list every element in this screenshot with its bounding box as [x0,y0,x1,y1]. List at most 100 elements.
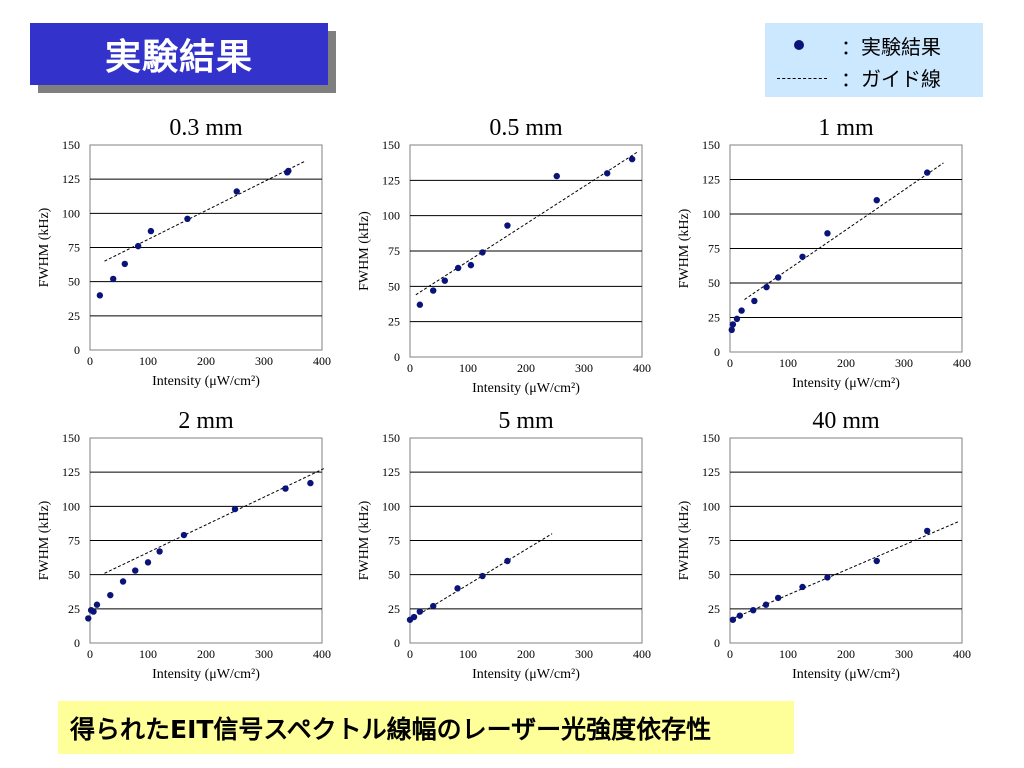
x-tick-label: 0 [407,647,413,661]
y-tick-label: 100 [702,207,720,221]
y-tick-label: 125 [382,465,400,479]
y-axis-label: FWHM (kHz) [357,211,372,291]
y-tick-label: 125 [62,172,80,186]
data-point [873,197,880,204]
x-tick-label: 300 [575,361,593,375]
data-point [144,559,152,566]
y-tick-label: 150 [702,138,720,152]
x-tick-label: 100 [459,361,477,375]
data-point [416,608,424,615]
data-point [553,172,560,180]
data-point [416,301,424,308]
x-axis-label: Intensity (μW/cm²) [792,667,900,682]
data-point [924,169,931,176]
y-tick-label: 50 [388,279,400,293]
chart-panel-6: 0 25 50 75 100 125 150 0 100 200 300 400 40 mm Intens… [677,408,971,682]
y-tick-label: 100 [382,499,400,513]
y-tick-label: 75 [68,534,80,548]
y-tick-label: 100 [62,499,80,513]
y-tick-label: 0 [394,636,400,650]
x-axis-label: Intensity (μW/cm²) [152,374,260,389]
caption: 得られたEIT信号スペクトル線幅のレーザー光強度依存性 [70,714,712,744]
y-tick-label: 50 [68,275,80,289]
y-tick-label: 50 [708,568,720,582]
x-tick-label: 400 [953,356,971,370]
data-point [121,260,128,268]
page-title-box: 実験結果 [30,23,328,85]
data-point [156,548,163,555]
y-tick-label: 50 [388,568,400,582]
x-tick-label: 0 [727,647,733,661]
data-point [441,277,448,284]
y-axis-label: FWHM (kHz) [37,207,52,287]
x-tick-label: 200 [197,647,215,661]
chart-panel-1: 0 25 50 75 100 125 150 0 100 200 300 400 0.3 mm Inten… [37,115,331,389]
x-tick-label: 100 [779,356,797,370]
data-point [467,261,475,269]
data-point [430,287,437,294]
y-tick-label: 0 [394,350,400,364]
data-point [479,572,486,580]
x-tick-label: 400 [633,361,651,375]
data-point [454,585,461,592]
x-tick-label: 300 [255,354,273,368]
data-point [454,264,462,272]
data-point [231,505,239,513]
y-tick-label: 150 [382,431,400,445]
data-point [96,292,104,299]
x-axis-label: Intensity (μW/cm²) [152,667,260,682]
chart-title: 0.5 mm [489,115,563,141]
y-tick-label: 0 [714,345,720,359]
y-tick-label: 0 [74,343,80,357]
y-tick-label: 0 [714,636,720,650]
x-tick-label: 200 [517,647,535,661]
chart-title: 1 mm [818,115,874,141]
data-point [282,485,289,492]
y-tick-label: 25 [708,602,720,616]
data-point [479,249,486,256]
chart-panel-4: 0 25 50 75 100 125 150 0 100 200 300 400 2 mm Intensi… [37,408,331,682]
data-point [751,297,758,305]
legend-points-label: ：実験結果 [841,35,941,59]
x-tick-label: 200 [837,647,855,661]
x-tick-label: 300 [895,356,913,370]
data-point [733,315,741,323]
x-tick-label: 0 [87,354,93,368]
y-tick-label: 75 [708,534,720,548]
data-point [180,531,188,539]
data-point [736,612,744,619]
chart-panel-3: 0 25 50 75 100 125 150 0 100 200 300 400 1 mm Intensi… [677,115,971,391]
y-axis-label: FWHM (kHz) [37,500,52,580]
y-axis-label: FWHM (kHz) [677,208,692,288]
y-tick-label: 50 [68,568,80,582]
legend: ：実験結果 ：ガイド線 [765,23,983,97]
y-tick-label: 125 [702,173,720,187]
x-tick-label: 200 [517,361,535,375]
data-point [799,253,806,260]
data-point [799,583,806,591]
data-point [134,242,142,250]
y-tick-label: 100 [382,209,400,223]
y-tick-label: 75 [388,244,400,258]
chart-title: 5 mm [498,408,554,434]
data-point [233,188,240,195]
data-point [924,527,931,535]
y-tick-label: 125 [702,465,720,479]
guide-line [744,162,944,300]
y-axis-label: FWHM (kHz) [357,500,372,580]
data-point [824,574,831,581]
legend-row-guide: ：ガイド線 [765,61,983,91]
x-tick-label: 0 [87,647,93,661]
y-tick-label: 75 [708,242,720,256]
data-point [132,567,139,574]
data-point [738,307,745,314]
y-tick-label: 100 [62,206,80,220]
x-tick-label: 200 [837,356,855,370]
guide-line [104,160,305,262]
chart-panel-5: 0 25 50 75 100 125 150 0 100 200 300 400 5 mm Intensi… [357,408,651,682]
y-tick-label: 25 [388,315,400,329]
chart-panel-2: 0 25 50 75 100 125 150 0 100 200 300 400 0.5 mm Inten… [357,115,651,396]
legend-guide-label: ：ガイド線 [841,67,941,91]
data-point [107,591,114,599]
data-point [873,557,880,565]
